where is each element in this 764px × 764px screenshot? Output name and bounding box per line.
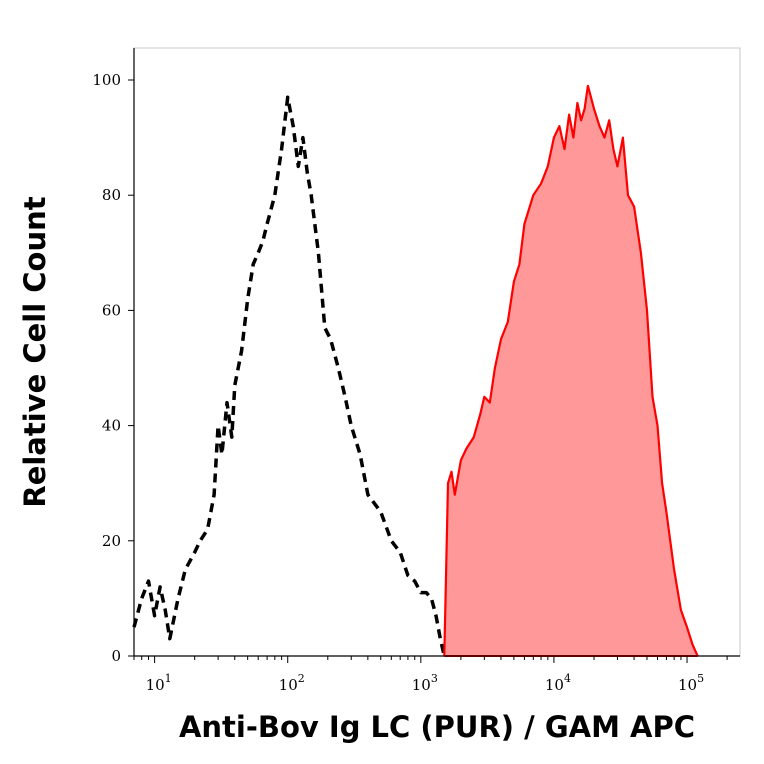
y-ticks: 0 20 40 60 80 100 bbox=[92, 71, 134, 665]
x-tick-label: 104 bbox=[545, 672, 571, 694]
x-tick-label: 102 bbox=[279, 672, 305, 694]
control-series-line bbox=[132, 95, 447, 657]
y-tick-label: 0 bbox=[111, 647, 121, 665]
y-tick-label: 80 bbox=[102, 186, 121, 204]
x-tick-label: 101 bbox=[146, 672, 172, 694]
y-axis-title: Relative Cell Count bbox=[18, 196, 52, 507]
series-layer bbox=[132, 84, 699, 657]
x-tick-label: 105 bbox=[678, 672, 704, 694]
y-tick-label: 20 bbox=[102, 532, 121, 550]
stained-series-line bbox=[443, 84, 699, 657]
y-tick-label: 60 bbox=[102, 301, 121, 319]
y-tick-label: 40 bbox=[102, 417, 121, 435]
x-axis-title: Anti-Bov Ig LC (PUR) / GAM APC bbox=[179, 710, 695, 744]
x-ticks: 101 102 103 104 105 bbox=[133, 656, 728, 694]
x-tick-label: 103 bbox=[412, 672, 438, 694]
stained-area-fill bbox=[444, 85, 698, 657]
y-tick-label: 100 bbox=[92, 71, 121, 89]
